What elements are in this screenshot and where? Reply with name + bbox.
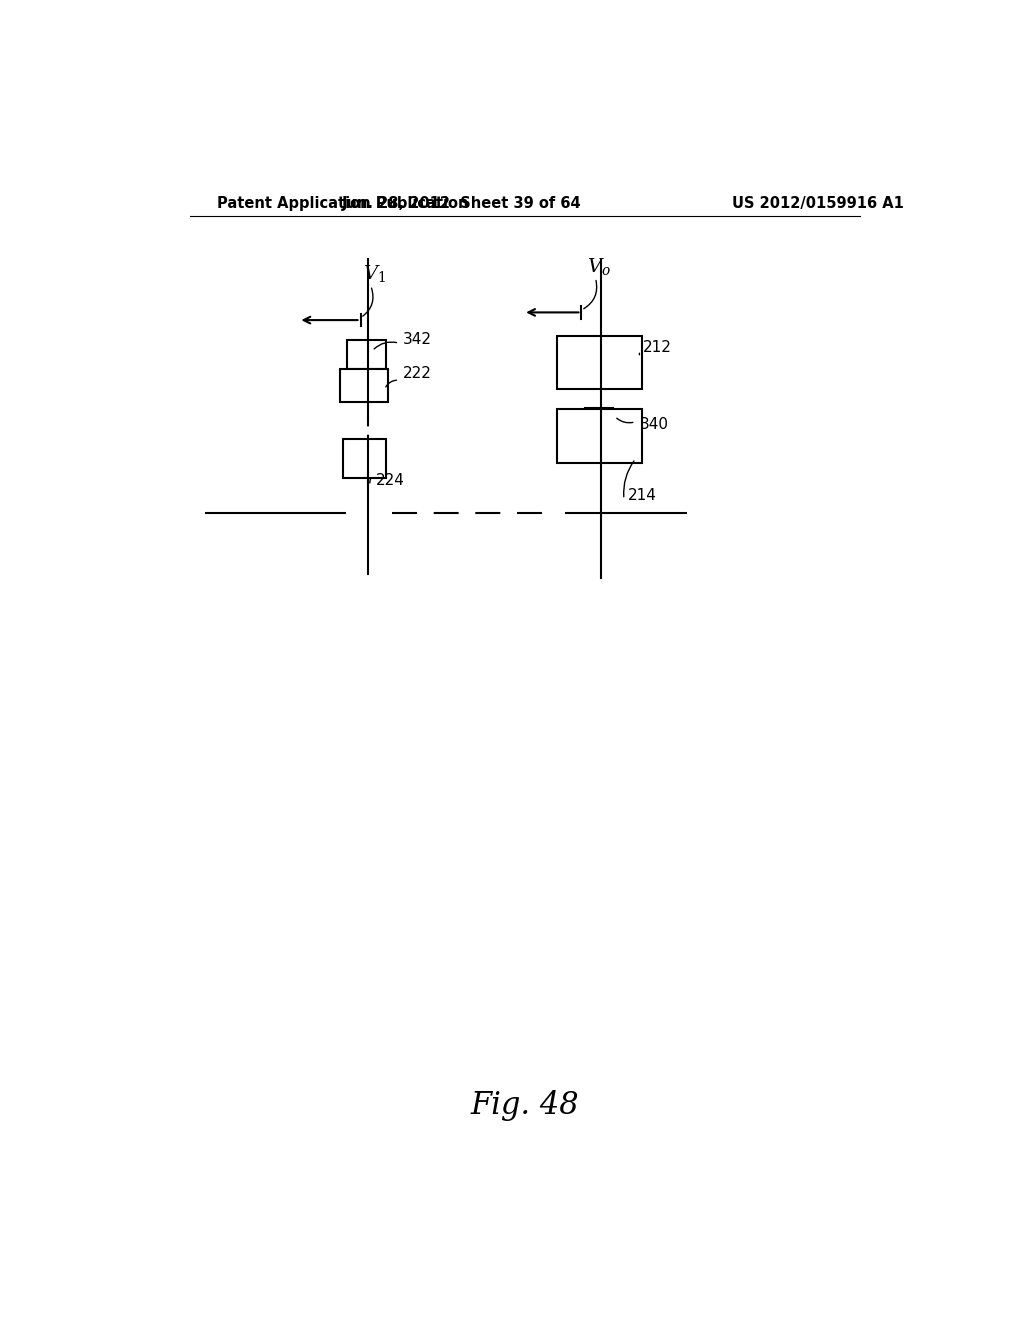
Bar (557, 335, 642, 389)
Text: Patent Application Publication: Patent Application Publication (217, 195, 469, 211)
Text: $V_1$: $V_1$ (364, 264, 386, 284)
Bar (340, 368, 388, 403)
Bar (347, 341, 386, 370)
Text: 224: 224 (376, 473, 404, 488)
Text: 212: 212 (643, 339, 672, 355)
Bar (557, 409, 642, 462)
Text: Jun. 28, 2012  Sheet 39 of 64: Jun. 28, 2012 Sheet 39 of 64 (341, 195, 581, 211)
Bar (586, 408, 613, 425)
Text: 340: 340 (640, 417, 669, 432)
Text: US 2012/0159916 A1: US 2012/0159916 A1 (732, 195, 904, 211)
Text: 342: 342 (403, 331, 432, 347)
Text: 214: 214 (628, 488, 656, 503)
Text: 222: 222 (403, 367, 432, 381)
Text: Fig. 48: Fig. 48 (470, 1090, 580, 1121)
Text: $V_o$: $V_o$ (587, 256, 610, 277)
Bar (343, 440, 386, 478)
